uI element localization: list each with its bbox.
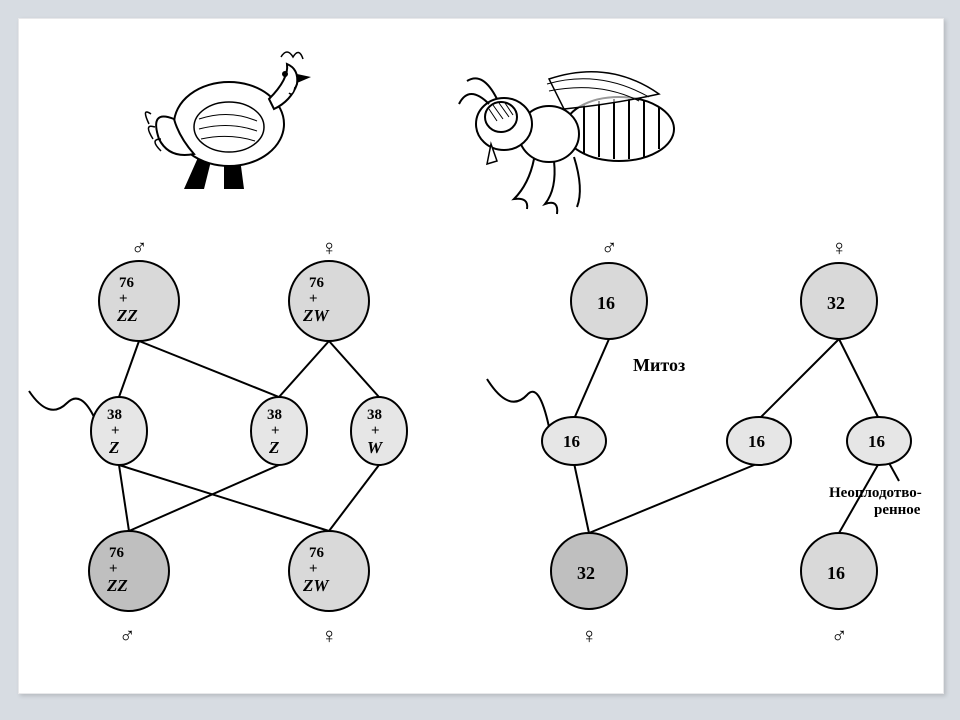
diagram-panel: ♂ 76 + ZZ ♀ 76 + ZW 38 + Z 38 + Z 38 + W… (18, 18, 944, 694)
ck-parent-female (289, 261, 369, 341)
mitosis-label: Митоз (633, 355, 685, 375)
ck-g1-l3: Z (108, 438, 119, 457)
be-off-female-symbol: ♀ (581, 623, 598, 648)
ck-sperm-tail (29, 391, 95, 419)
be-o1-v: 32 (577, 563, 595, 583)
ck-o2-l1: 76 (309, 545, 325, 561)
be-g1-v: 16 (563, 432, 580, 451)
be-p-male-v: 16 (597, 293, 615, 313)
be-p-fem-v: 32 (827, 293, 845, 313)
bee-illustration (459, 72, 674, 214)
ck-g2-l1: 38 (267, 407, 282, 423)
be-off-male-symbol: ♂ (831, 623, 848, 648)
unfert-label-1: Неоплодотво- (829, 485, 922, 501)
ck-p-fem-l3: ZW (302, 306, 330, 325)
ck-o1-l3: ZZ (106, 576, 128, 595)
be-sperm-tail (487, 379, 549, 427)
ck-g3-l2: + (371, 423, 380, 439)
ck-p-fem-l2: + (309, 291, 318, 307)
bee-tree: ♂ 16 ♀ 32 Митоз 16 16 16 Неоплодотво- ре… (487, 235, 922, 648)
chicken-tree: ♂ 76 + ZZ ♀ 76 + ZW 38 + Z 38 + Z 38 + W… (29, 235, 407, 648)
be-o2-v: 16 (827, 563, 845, 583)
ck-o1-l1: 76 (109, 545, 125, 561)
ck-parent-male-symbol: ♂ (131, 235, 148, 260)
ck-p-male-l3: ZZ (116, 306, 138, 325)
ck-g2-l3: Z (268, 438, 279, 457)
be-parent-female-symbol: ♀ (831, 235, 848, 260)
ck-p-male-l1: 76 (119, 275, 135, 291)
be-g3-v: 16 (868, 432, 885, 451)
ck-g1-l2: + (111, 423, 120, 439)
diagram-svg: ♂ 76 + ZZ ♀ 76 + ZW 38 + Z 38 + Z 38 + W… (19, 19, 943, 693)
be-parent-male-symbol: ♂ (601, 235, 618, 260)
chicken-illustration (145, 52, 311, 189)
ck-off-female (289, 531, 369, 611)
ck-o1-l2: + (109, 561, 118, 577)
ck-g2-l2: + (271, 423, 280, 439)
ck-off-male-symbol: ♂ (119, 623, 136, 648)
ck-parent-male (99, 261, 179, 341)
ck-parent-female-symbol: ♀ (321, 235, 338, 260)
ck-off-female-symbol: ♀ (321, 623, 338, 648)
unfert-label-2: ренное (874, 502, 921, 518)
ck-g1-l1: 38 (107, 407, 122, 423)
ck-off-male (89, 531, 169, 611)
ck-o2-l3: ZW (302, 576, 330, 595)
ck-p-fem-l1: 76 (309, 275, 325, 291)
be-g2-v: 16 (748, 432, 765, 451)
ck-o2-l2: + (309, 561, 318, 577)
ck-g3-l1: 38 (367, 407, 382, 423)
ck-g3-l3: W (367, 438, 384, 457)
ck-p-male-l2: + (119, 291, 128, 307)
